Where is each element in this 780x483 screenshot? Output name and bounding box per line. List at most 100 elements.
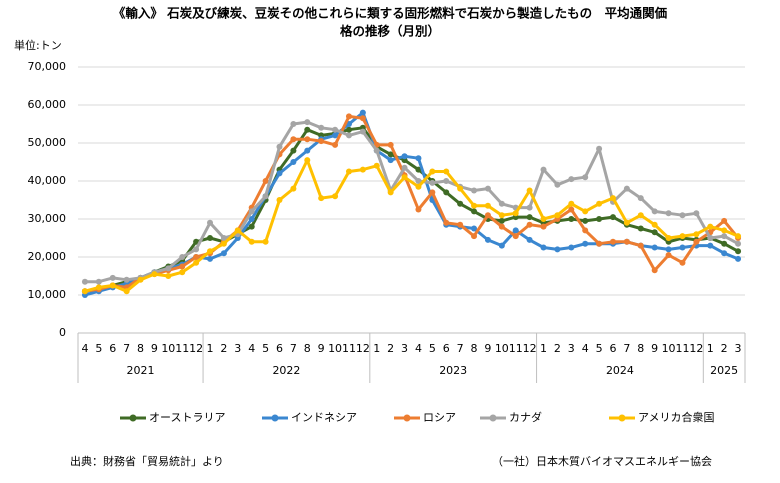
data-point [471, 187, 478, 194]
data-point [457, 185, 464, 192]
data-point [220, 235, 227, 241]
x-tick-label: 10 [161, 342, 175, 355]
data-point [526, 221, 533, 228]
data-point [623, 185, 630, 192]
x-tick-label: 8 [471, 342, 478, 355]
data-point [665, 235, 672, 241]
data-point [401, 174, 408, 181]
x-tick-label: 3 [735, 342, 742, 355]
data-point [512, 210, 519, 217]
data-point [401, 153, 408, 160]
x-tick-label: 12 [356, 342, 370, 355]
data-point [304, 136, 311, 143]
data-point [332, 193, 339, 200]
data-point [415, 166, 422, 173]
legend-marker [618, 414, 626, 422]
data-point [512, 233, 519, 240]
data-point [332, 132, 339, 139]
data-point [721, 233, 728, 240]
x-tick-label: 2 [220, 342, 227, 355]
data-point [151, 271, 158, 278]
data-point [109, 274, 116, 281]
x-tick-label: 11 [175, 342, 189, 355]
data-point [735, 255, 742, 262]
x-tick-label: 11 [675, 342, 689, 355]
data-point [359, 115, 366, 122]
data-point [290, 185, 297, 192]
data-point [609, 195, 616, 202]
legend-label: ロシア [423, 411, 456, 424]
x-tick-label: 9 [484, 342, 491, 355]
data-point [262, 193, 269, 200]
x-tick-label: 1 [373, 342, 380, 355]
data-point [721, 227, 728, 234]
data-point [359, 109, 366, 116]
data-point [471, 202, 478, 209]
y-tick-label: 70,000 [28, 60, 67, 73]
data-point [179, 263, 186, 270]
data-point [81, 278, 88, 285]
data-point [304, 157, 311, 164]
legend-label: インドネシア [291, 411, 357, 424]
data-point [651, 267, 658, 274]
y-tick-label: 60,000 [28, 98, 67, 111]
x-tick-label: 1 [540, 342, 547, 355]
data-point [248, 208, 255, 215]
data-point [95, 284, 102, 291]
data-point [262, 238, 269, 245]
data-point [248, 238, 255, 245]
year-label: 2025 [710, 364, 738, 377]
data-point [637, 225, 644, 232]
data-point [484, 212, 491, 219]
y-tick-label: 20,000 [28, 250, 67, 263]
data-point [290, 121, 297, 127]
legend-label: アメリカ合衆国 [638, 410, 714, 424]
data-point [207, 219, 214, 226]
year-label: 2023 [439, 364, 467, 377]
unit-label: 単位:トン [14, 38, 62, 52]
data-point [679, 259, 686, 266]
legend-label: オーストラリア [149, 411, 225, 424]
data-point [540, 216, 547, 222]
x-tick-label: 12 [523, 342, 537, 355]
data-point [415, 178, 422, 184]
data-point [220, 240, 227, 247]
data-point [707, 242, 714, 249]
year-label: 2021 [127, 364, 155, 377]
data-point [373, 147, 380, 154]
data-point [721, 240, 728, 247]
data-point [721, 217, 728, 224]
data-point [651, 221, 658, 228]
source: 出典：財務省「貿易統計」より [70, 454, 224, 468]
data-point [318, 195, 325, 202]
data-point [387, 189, 394, 196]
x-tick-label: 5 [596, 342, 603, 355]
data-point [443, 168, 450, 175]
data-point [443, 219, 450, 226]
x-tick-label: 7 [623, 342, 630, 355]
data-point [596, 145, 603, 152]
data-point [95, 278, 102, 285]
x-tick-label: 9 [651, 342, 658, 355]
y-tick-label: 50,000 [28, 136, 67, 149]
legend-marker [271, 414, 279, 422]
data-point [735, 240, 742, 247]
x-tick-label: 7 [123, 342, 130, 355]
data-point [596, 216, 603, 222]
data-point [193, 246, 200, 253]
data-point [81, 288, 88, 295]
x-tick-label: 7 [290, 342, 297, 355]
data-point [637, 212, 644, 219]
data-point [651, 208, 658, 215]
data-point [679, 233, 686, 240]
x-tick-label: 2 [721, 342, 728, 355]
data-point [582, 217, 589, 224]
data-point [554, 181, 561, 188]
data-point [609, 214, 616, 221]
data-point [373, 162, 380, 169]
data-point [123, 276, 130, 283]
data-point [665, 252, 672, 259]
x-tick-label: 1 [707, 342, 714, 355]
data-point [526, 187, 533, 194]
data-point [623, 238, 630, 245]
